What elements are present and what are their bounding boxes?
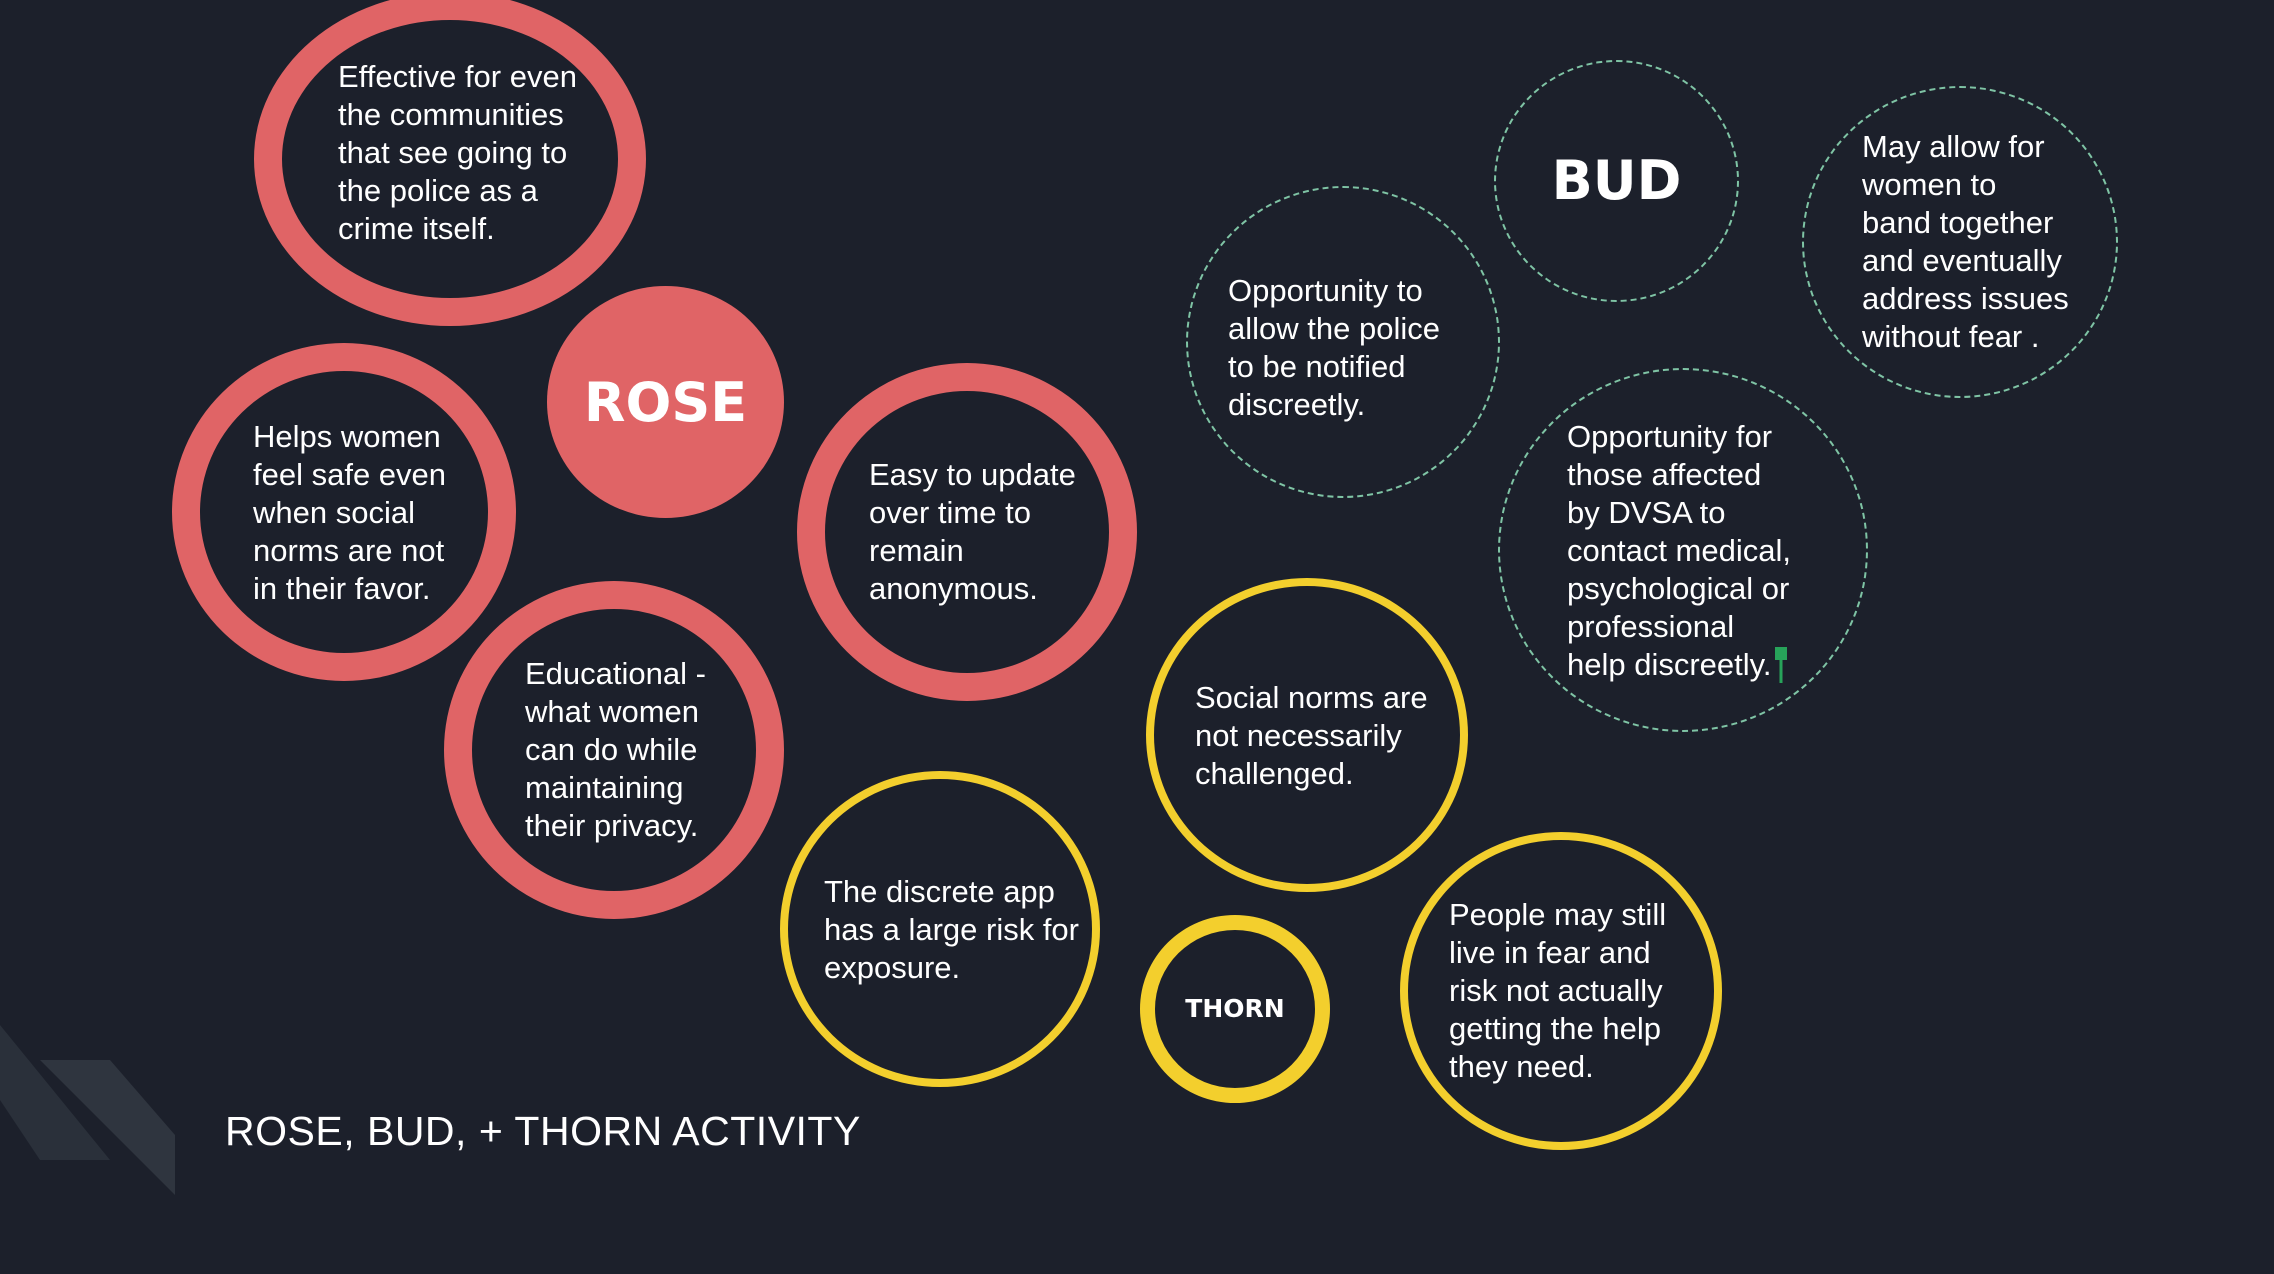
- corner-stripe-1: [0, 1025, 110, 1160]
- rose-note-3: Easy to update over time to remain anony…: [869, 457, 1076, 606]
- rose-label: ROSE: [583, 371, 748, 434]
- bud-label-circle: [1494, 60, 1739, 302]
- thorn-note-2: The discrete app has a large risk for ex…: [824, 874, 1079, 985]
- corner-decoration: [0, 1025, 175, 1195]
- bud-note-circle-3: [1498, 368, 1868, 732]
- thorn-note-circle-2: [780, 771, 1100, 1087]
- rose-label-circle: [547, 286, 784, 518]
- corner-stripe-2: [40, 1060, 175, 1195]
- slide-title: ROSE, BUD, + THORN ACTIVITY: [225, 1108, 861, 1154]
- rose-note-4: Educational - what women can do while ma…: [525, 656, 706, 843]
- rose-note-2: Helps women feel safe even when social n…: [253, 419, 447, 606]
- thorn-note-3: People may still live in fear and risk n…: [1449, 897, 1667, 1084]
- thorn-note-1: Social norms are not necessarily challen…: [1195, 680, 1428, 791]
- text-cursor-icon: [1775, 647, 1787, 683]
- bud-note-3: Opportunity for those affected by DVSA t…: [1567, 419, 1791, 682]
- thorn-label: THORN: [1185, 994, 1285, 1023]
- thorn-note-circle-3: [1400, 832, 1722, 1150]
- bud-note-circle-2: [1802, 86, 2118, 398]
- bud-label: BUD: [1551, 149, 1682, 212]
- thorn-note-circle-1: [1146, 578, 1468, 892]
- bud-note-1: Opportunity to allow the police to be no…: [1228, 273, 1440, 422]
- rose-note-1: Effective for even the communities that …: [338, 59, 577, 246]
- bud-note-circle-1: [1186, 186, 1500, 498]
- bud-note-2: May allow for women to band together and…: [1862, 129, 2069, 354]
